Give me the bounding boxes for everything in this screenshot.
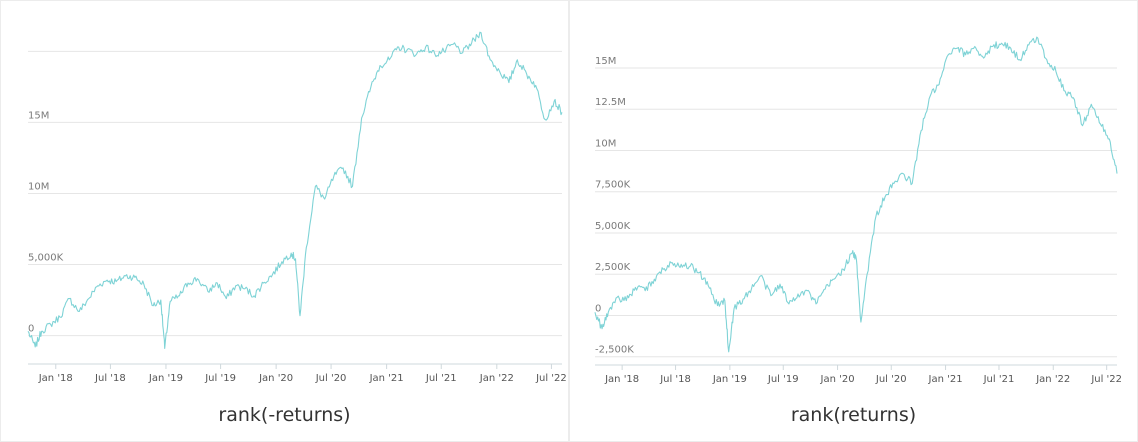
y-tick-label: 0 (595, 303, 601, 314)
x-tick-label: Jan '21 (928, 374, 963, 385)
x-tick-label: Jul '20 (315, 373, 347, 384)
x-tick-label: Jan '21 (369, 373, 404, 384)
x-tick-label: Jan '22 (1035, 374, 1070, 385)
y-tick-label: 5,000K (28, 253, 64, 264)
x-tick-label: Jul '21 (425, 373, 457, 384)
y-tick-label: 2,500K (595, 262, 631, 273)
x-tick-label: Jan '20 (258, 373, 293, 384)
y-tick-label: 0 (28, 324, 34, 335)
x-tick-label: Jul '22 (1090, 374, 1122, 385)
y-tick-label: 15M (595, 56, 616, 67)
chart-title: rank(returns) (790, 404, 917, 426)
x-tick-label: Jul '20 (875, 374, 907, 385)
chart-panel-right: -2,500K 0 2,500K 5,000K 7,500K 10M 12.5M 15M Jan… (569, 0, 1138, 442)
line-chart-rank-neg-returns: 0 5,000K 10M 15M Jan '18 Jul '18 Jan '19 Jul '1… (27, 31, 567, 384)
series-line (27, 31, 563, 349)
x-tick-label: Jul '19 (204, 373, 236, 384)
series-line (594, 36, 1118, 353)
x-tick-label: Jul '22 (535, 373, 567, 384)
chart-panel-left: 0 5,000K 10M 15M Jan '18 Jul '18 Jan '19 Jul '1… (0, 0, 569, 442)
y-tick-label: -2,500K (595, 345, 634, 356)
y-tick-label: 12.5M (595, 97, 626, 108)
x-tick-label: Jan '19 (712, 374, 747, 385)
x-tick-label: Jul '19 (767, 374, 799, 385)
y-tick-label: 15M (28, 110, 49, 121)
x-tick-label: Jul '18 (94, 373, 126, 384)
x-tick-label: Jan '22 (479, 373, 514, 384)
y-tick-label: 10M (595, 138, 616, 149)
x-tick-label: Jan '19 (148, 373, 183, 384)
x-tick-label: Jan '18 (604, 374, 639, 385)
x-tick-label: Jul '21 (983, 374, 1015, 385)
x-tick-label: Jan '18 (38, 373, 73, 384)
y-tick-label: 5,000K (595, 221, 631, 232)
line-chart-rank-returns: -2,500K 0 2,500K 5,000K 7,500K 10M 12.5M 15M Jan… (594, 36, 1122, 385)
x-tick-label: Jan '20 (820, 374, 855, 385)
x-tick-label: Jul '18 (659, 374, 691, 385)
chart-title: rank(-returns) (218, 404, 351, 426)
y-tick-label: 7,500K (595, 180, 631, 191)
y-tick-label: 10M (28, 181, 49, 192)
